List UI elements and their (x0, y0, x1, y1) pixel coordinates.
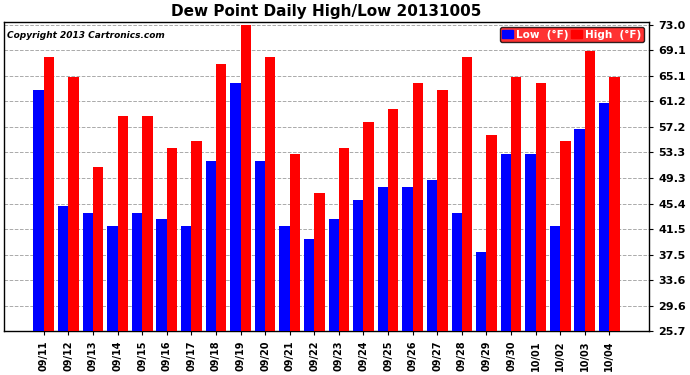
Bar (388, 109, 398, 331)
Bar (83, 213, 93, 331)
Bar (132, 213, 142, 331)
Bar (353, 200, 364, 331)
Legend: Low  (°F), High  (°F): Low (°F), High (°F) (500, 27, 644, 42)
Bar (328, 219, 339, 331)
Bar (255, 161, 265, 331)
Bar (290, 154, 300, 331)
Bar (191, 141, 201, 331)
Bar (241, 25, 251, 331)
Text: Copyright 2013 Cartronics.com: Copyright 2013 Cartronics.com (8, 31, 165, 40)
Bar (413, 83, 423, 331)
Bar (279, 226, 290, 331)
Bar (402, 187, 413, 331)
Bar (43, 57, 54, 331)
Bar (230, 83, 241, 331)
Bar (427, 180, 437, 331)
Bar (550, 226, 560, 331)
Bar (560, 141, 571, 331)
Bar (525, 154, 535, 331)
Bar (599, 103, 609, 331)
Bar (451, 213, 462, 331)
Bar (181, 226, 191, 331)
Bar (93, 167, 104, 331)
Bar (377, 187, 388, 331)
Bar (462, 57, 472, 331)
Bar (117, 116, 128, 331)
Bar (437, 90, 448, 331)
Bar (511, 77, 522, 331)
Bar (476, 252, 486, 331)
Bar (157, 219, 167, 331)
Bar (339, 148, 349, 331)
Title: Dew Point Daily High/Low 20131005: Dew Point Daily High/Low 20131005 (171, 4, 482, 19)
Bar (107, 226, 117, 331)
Bar (167, 148, 177, 331)
Bar (535, 83, 546, 331)
Bar (142, 116, 152, 331)
Bar (364, 122, 374, 331)
Bar (501, 154, 511, 331)
Bar (609, 77, 620, 331)
Bar (265, 57, 275, 331)
Bar (585, 51, 595, 331)
Bar (58, 206, 68, 331)
Bar (575, 129, 585, 331)
Bar (315, 193, 324, 331)
Bar (216, 64, 226, 331)
Bar (486, 135, 497, 331)
Bar (304, 238, 315, 331)
Bar (206, 161, 216, 331)
Bar (34, 90, 43, 331)
Bar (68, 77, 79, 331)
